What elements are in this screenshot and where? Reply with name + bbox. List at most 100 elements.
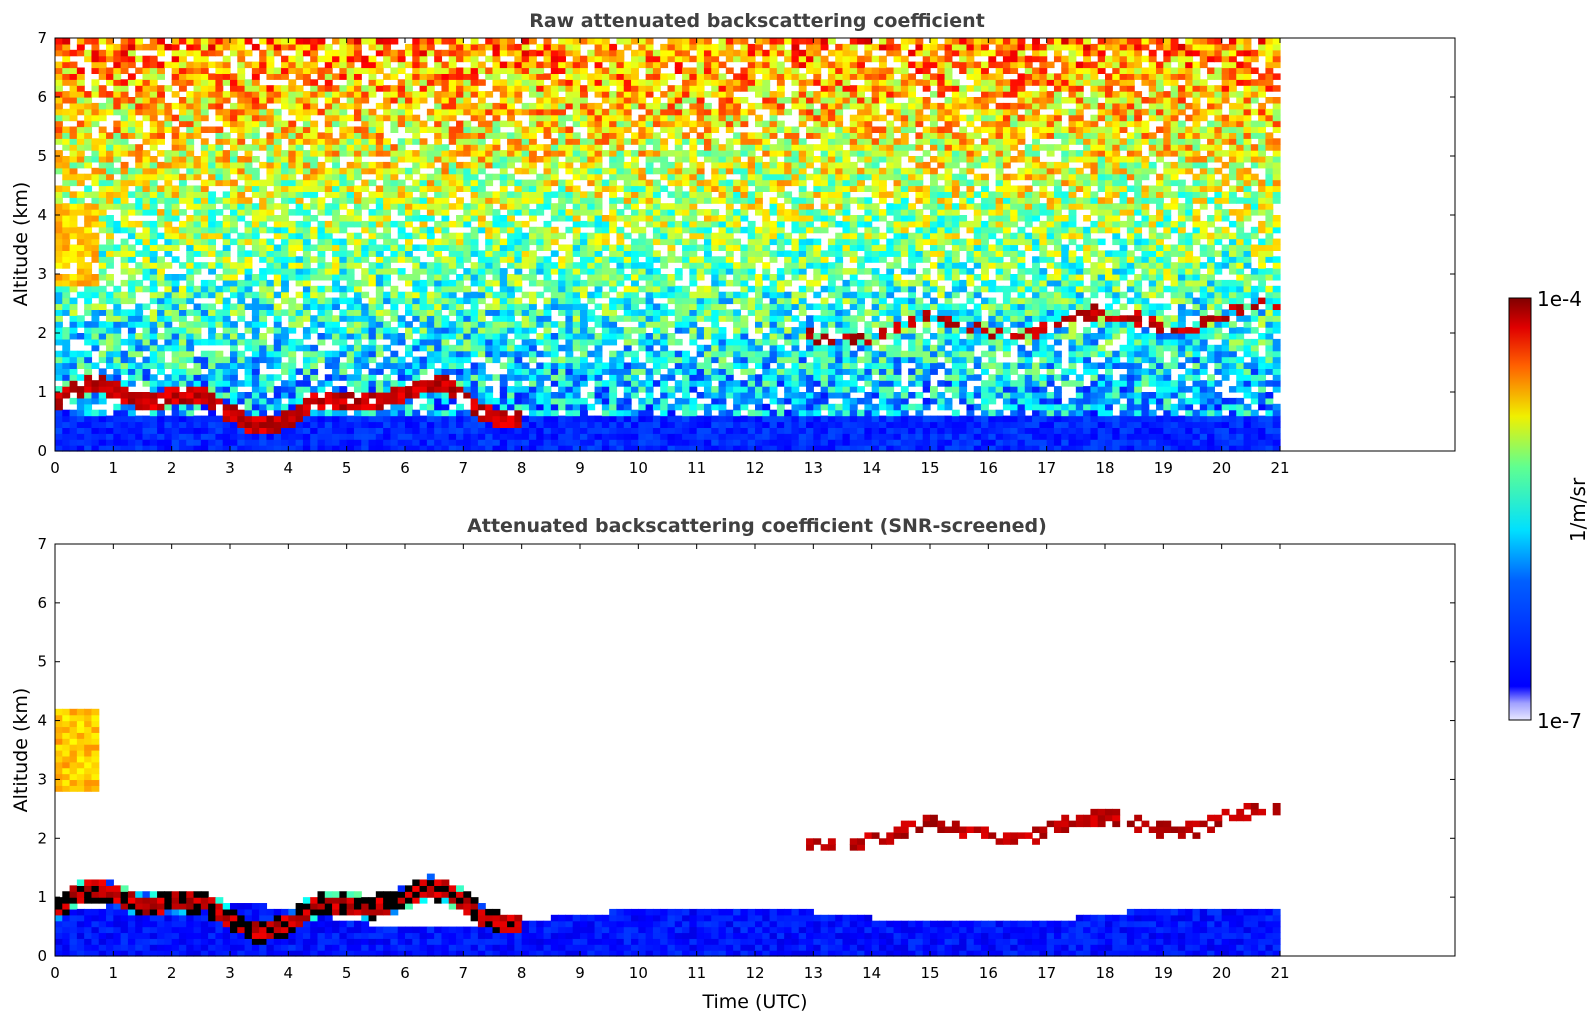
heatmap-cell — [142, 421, 151, 428]
heatmap-cell — [419, 191, 428, 198]
heatmap-cell — [507, 79, 515, 86]
heatmap-cell — [317, 173, 326, 181]
heatmap-cell — [528, 167, 537, 175]
heatmap-cell — [281, 226, 289, 234]
heatmap-cell — [98, 333, 107, 340]
heatmap-cell — [164, 102, 173, 110]
heatmap-cell — [193, 67, 202, 74]
heatmap-cell — [565, 244, 574, 251]
heatmap-cell — [631, 156, 639, 163]
heatmap-cell — [222, 161, 231, 169]
heatmap-cell — [674, 256, 683, 263]
heatmap-cell — [339, 421, 348, 428]
heatmap-cell — [412, 327, 421, 334]
heatmap-cell — [601, 333, 610, 340]
heatmap-cell — [178, 409, 187, 417]
heatmap-cell — [631, 409, 639, 417]
heatmap-cell — [295, 303, 304, 310]
heatmap-cell — [127, 433, 136, 440]
heatmap-cell — [558, 291, 567, 299]
heatmap-cell — [127, 362, 136, 369]
heatmap-cell — [171, 439, 180, 446]
heatmap-cell — [375, 362, 384, 369]
heatmap-cell — [426, 232, 435, 240]
heatmap-cell — [456, 220, 464, 228]
heatmap-cell — [514, 421, 523, 428]
heatmap-cell — [405, 209, 413, 216]
heatmap-cell — [448, 309, 457, 316]
heatmap-cell — [405, 114, 413, 122]
heatmap-cell — [106, 309, 114, 316]
heatmap-cell — [426, 161, 435, 169]
heatmap-cell — [339, 43, 348, 51]
heatmap-cell — [390, 445, 399, 452]
heatmap-cell — [616, 403, 625, 411]
heatmap-cell — [251, 79, 260, 86]
heatmap-cell — [244, 114, 253, 122]
heatmap-cell — [536, 386, 545, 393]
heatmap-cell — [405, 102, 413, 110]
heatmap-cell — [91, 244, 100, 251]
heatmap-cell — [375, 333, 384, 340]
heatmap-cell — [295, 67, 304, 74]
heatmap-cell — [62, 279, 71, 287]
heatmap-cell — [412, 356, 421, 364]
heatmap-cell — [616, 380, 625, 387]
heatmap-cell — [127, 415, 136, 423]
heatmap-cell — [186, 256, 195, 263]
heatmap-cell — [623, 433, 632, 440]
heatmap-cell — [477, 315, 486, 322]
heatmap-cell — [463, 356, 472, 364]
heatmap-cell — [361, 403, 370, 411]
heatmap-cell — [390, 403, 399, 411]
heatmap-cell — [193, 126, 202, 133]
heatmap-cell — [157, 303, 165, 310]
heatmap-cell — [324, 356, 333, 364]
heatmap-cell — [536, 291, 545, 299]
heatmap-cell — [412, 315, 421, 322]
heatmap-cell — [69, 244, 78, 251]
heatmap-cell — [200, 167, 209, 175]
heatmap-cell — [186, 403, 195, 411]
heatmap-cell — [594, 268, 603, 275]
heatmap-cell — [200, 185, 209, 192]
heatmap-cell — [375, 85, 384, 92]
heatmap-cell — [368, 427, 377, 434]
heatmap-cell — [120, 244, 129, 251]
heatmap-cell — [638, 262, 647, 269]
heatmap-cell — [601, 179, 610, 187]
heatmap-cell — [266, 91, 275, 98]
heatmap-cell — [208, 250, 217, 257]
heatmap-cell — [587, 73, 596, 80]
heatmap-cell — [456, 97, 464, 104]
heatmap-cell — [127, 55, 136, 63]
heatmap-cell — [565, 209, 574, 216]
heatmap-cell — [601, 386, 610, 393]
heatmap-cell — [426, 303, 435, 310]
heatmap-cell — [419, 220, 428, 228]
heatmap-cell — [405, 397, 413, 405]
heatmap-cell — [507, 297, 515, 305]
heatmap-cell — [470, 49, 479, 57]
heatmap-cell — [251, 156, 260, 163]
heatmap-cell — [113, 321, 122, 328]
heatmap-cell — [127, 173, 136, 181]
heatmap-cell — [339, 114, 348, 122]
heatmap-cell — [215, 126, 224, 133]
heatmap-cell — [62, 291, 71, 299]
heatmap-cell — [288, 120, 297, 128]
heatmap-cell — [259, 55, 268, 63]
heatmap-cell — [149, 226, 158, 234]
heatmap-cell — [514, 55, 523, 63]
heatmap-cell — [353, 297, 362, 305]
heatmap-cell — [353, 43, 362, 51]
heatmap-cell — [587, 309, 596, 316]
heatmap-cell — [456, 274, 464, 281]
heatmap-cell — [346, 250, 355, 257]
heatmap-cell — [76, 173, 85, 181]
heatmap-cell — [667, 279, 676, 287]
heatmap-cell — [383, 232, 392, 240]
heatmap-cell — [667, 403, 676, 411]
heatmap-cell — [157, 232, 165, 240]
